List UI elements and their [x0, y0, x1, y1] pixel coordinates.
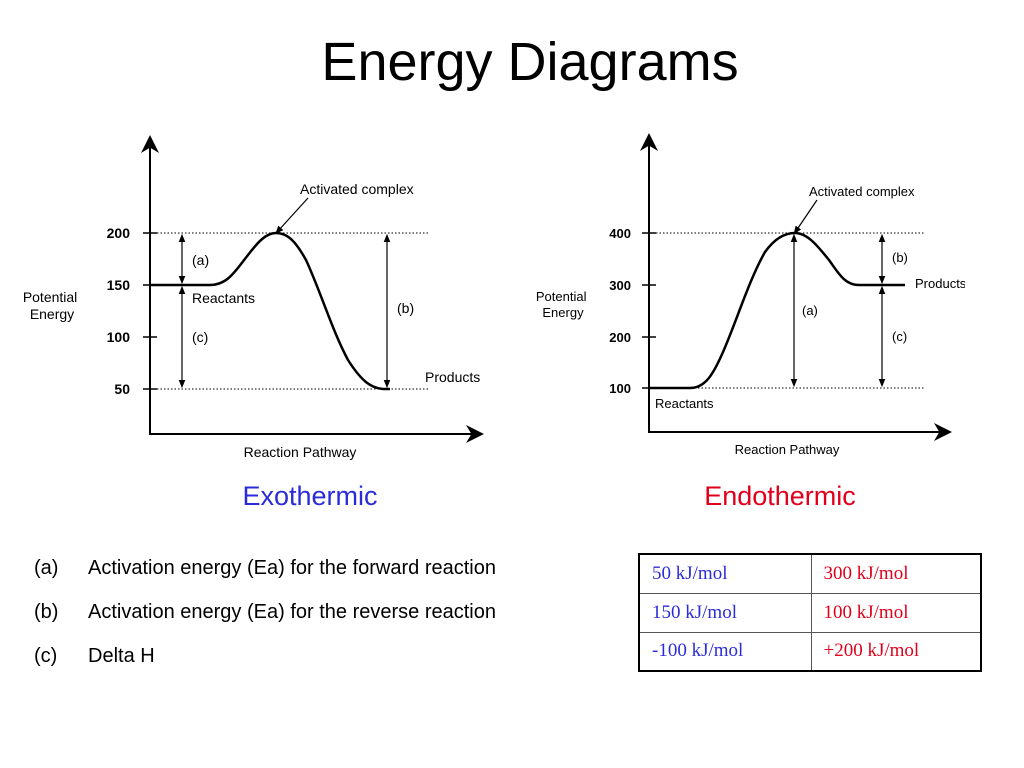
- endothermic-diagram: 400 300 200 100 Potential Energy Reactio…: [536, 133, 965, 457]
- x-axis-label: Reaction Pathway: [735, 442, 840, 457]
- energy-curve: [649, 231, 905, 390]
- slide-title: Energy Diagrams: [321, 32, 739, 92]
- arrow-b-label: (b): [397, 300, 414, 316]
- arrow-c-label: (c): [892, 329, 907, 344]
- activated-complex-label: Activated complex: [300, 181, 414, 197]
- table-row: -100 kJ/mol +200 kJ/mol: [638, 631, 982, 672]
- y-axis-label-line: Energy: [542, 305, 584, 320]
- y-axis-label: Potential Energy: [536, 289, 590, 320]
- arrow-a-label: (a): [192, 252, 209, 268]
- products-label: Products: [425, 369, 480, 385]
- y-axis-label-line: Energy: [30, 306, 74, 322]
- legend-text: Activation energy (Ea) for the reverse r…: [88, 601, 496, 623]
- endothermic-caption: Endothermic: [704, 481, 856, 511]
- answers-table: 50 kJ/mol 300 kJ/mol 150 kJ/mol 100 kJ/m…: [638, 553, 982, 672]
- y-axis-label-line: Potential: [23, 289, 77, 305]
- legend-text: Activation energy (Ea) for the forward r…: [88, 557, 496, 579]
- arrow-a-label: (a): [802, 303, 818, 318]
- exothermic-caption: Exothermic: [242, 481, 378, 511]
- y-tick-label: 200: [107, 225, 131, 241]
- legend-letter: (a): [34, 557, 59, 579]
- legend-text: Delta H: [88, 645, 155, 667]
- endothermic-answer-cell: 100 kJ/mol: [810, 592, 982, 633]
- table-row: 50 kJ/mol 300 kJ/mol: [638, 553, 982, 594]
- reactants-label: Reactants: [655, 396, 714, 411]
- y-tick-label: 300: [609, 278, 631, 293]
- y-tick-label: 400: [609, 226, 631, 241]
- y-axis-label: Potential Energy: [23, 289, 81, 322]
- activated-complex-pointer: [793, 199, 818, 235]
- legend-letter: (b): [34, 601, 59, 623]
- exothermic-diagram: 200 150 100 50 Potential Energy Reaction…: [23, 135, 484, 460]
- legend-letter: (c): [34, 645, 58, 667]
- table-row: 150 kJ/mol 100 kJ/mol: [638, 592, 982, 633]
- activated-complex-label: Activated complex: [809, 184, 915, 199]
- energy-curve: [150, 231, 390, 391]
- reactants-label: Reactants: [192, 290, 255, 306]
- y-tick-label: 150: [107, 277, 131, 293]
- y-tick-label: 200: [609, 330, 631, 345]
- products-label: Products: [915, 276, 965, 291]
- x-axis-label: Reaction Pathway: [244, 444, 357, 460]
- endothermic-answer-cell: 300 kJ/mol: [810, 553, 982, 594]
- exothermic-answer-cell: -100 kJ/mol: [638, 631, 812, 672]
- activated-complex-pointer: [275, 197, 309, 235]
- exothermic-answer-cell: 150 kJ/mol: [638, 592, 812, 633]
- y-tick-label: 100: [107, 329, 131, 345]
- endothermic-answer-cell: +200 kJ/mol: [810, 631, 982, 672]
- arrow-c-label: (c): [192, 329, 208, 345]
- exothermic-answer-cell: 50 kJ/mol: [638, 553, 812, 594]
- y-axis-label-line: Potential: [536, 289, 587, 304]
- arrow-b-label: (b): [892, 250, 908, 265]
- y-tick-label: 100: [609, 381, 631, 396]
- y-tick-label: 50: [114, 381, 130, 397]
